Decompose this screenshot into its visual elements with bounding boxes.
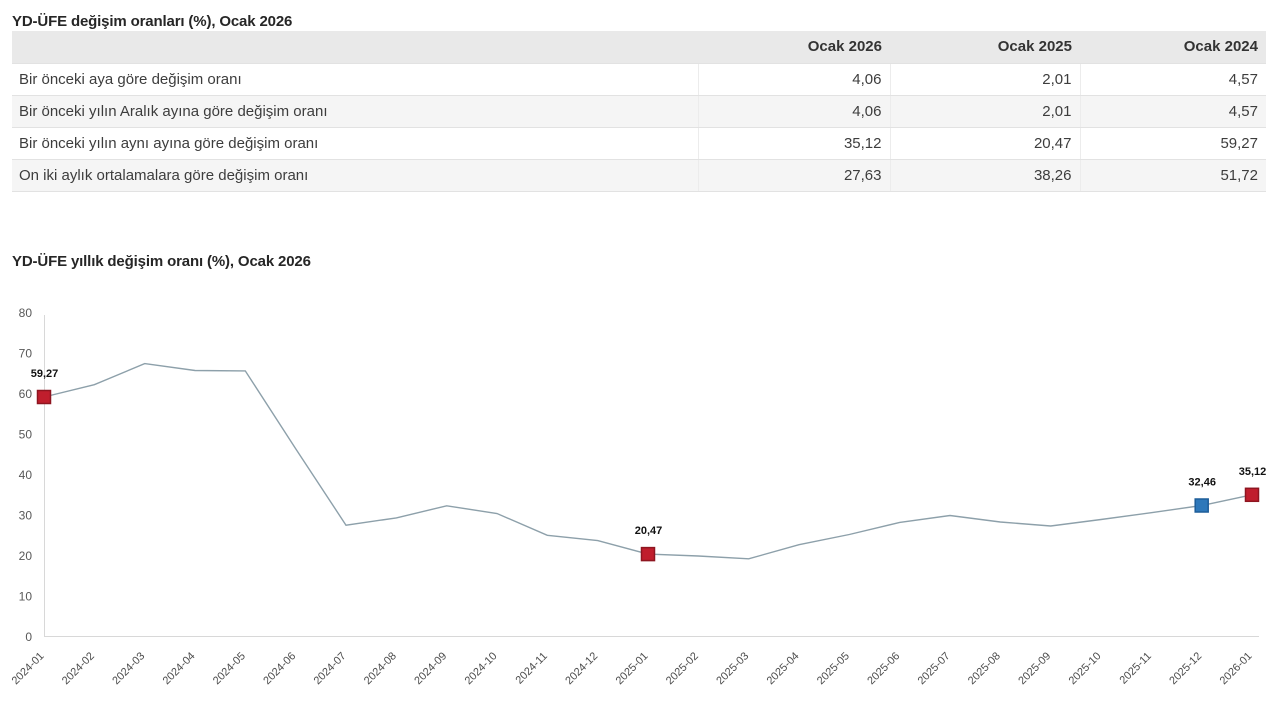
svg-text:2025-11: 2025-11 [1117,650,1153,686]
svg-text:2025-01: 2025-01 [614,650,651,687]
svg-text:2025-12: 2025-12 [1167,650,1204,687]
svg-text:2024-03: 2024-03 [110,650,147,687]
svg-text:20,47: 20,47 [635,525,663,537]
svg-text:2025-07: 2025-07 [916,650,953,687]
svg-text:2025-02: 2025-02 [664,650,701,687]
svg-text:60: 60 [19,387,33,401]
svg-text:35,12: 35,12 [1239,466,1267,478]
svg-text:2024-07: 2024-07 [312,650,349,687]
svg-text:2026-01: 2026-01 [1218,650,1255,687]
svg-text:2024-11: 2024-11 [513,650,549,686]
svg-text:0: 0 [25,630,32,644]
svg-text:2025-06: 2025-06 [865,650,902,687]
svg-text:20: 20 [19,549,33,563]
svg-text:70: 70 [19,347,33,361]
svg-text:2024-09: 2024-09 [412,650,449,687]
svg-text:2024-10: 2024-10 [463,650,500,687]
svg-text:2024-01: 2024-01 [10,650,47,687]
svg-text:2024-12: 2024-12 [563,650,600,687]
svg-text:40: 40 [19,468,33,482]
svg-text:80: 80 [19,306,33,320]
svg-text:32,46: 32,46 [1188,477,1216,489]
svg-text:2024-06: 2024-06 [261,650,298,687]
svg-text:59,27: 59,27 [31,368,59,380]
svg-text:2024-02: 2024-02 [60,650,97,687]
svg-text:2025-05: 2025-05 [815,650,852,687]
svg-text:2024-05: 2024-05 [211,650,248,687]
svg-text:2025-04: 2025-04 [765,650,802,687]
svg-text:2024-04: 2024-04 [161,650,198,687]
svg-text:50: 50 [19,428,33,442]
svg-text:30: 30 [19,509,33,523]
svg-text:2025-08: 2025-08 [966,650,1003,687]
svg-text:10: 10 [19,590,33,604]
svg-text:2025-03: 2025-03 [714,650,751,687]
svg-text:2024-08: 2024-08 [362,650,399,687]
svg-text:2025-10: 2025-10 [1067,650,1104,687]
svg-text:2025-09: 2025-09 [1016,650,1053,687]
